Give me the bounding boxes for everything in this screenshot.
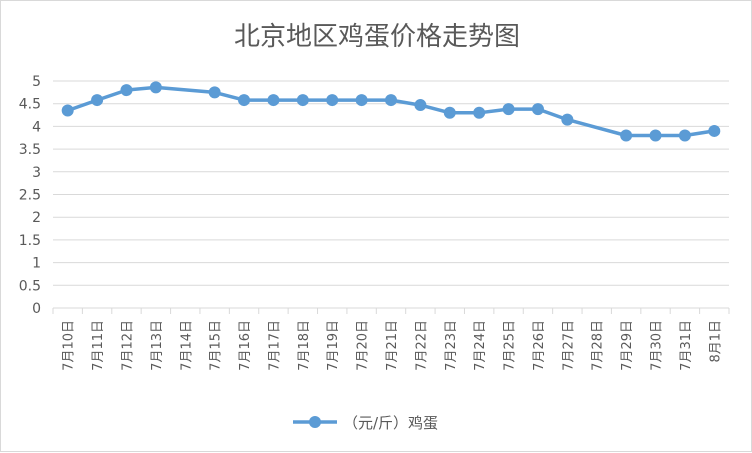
- data-point: [443, 106, 456, 119]
- y-tick-label: 3: [32, 165, 41, 181]
- x-tick-label: 7月25日: [503, 320, 518, 371]
- x-tick-label: 7月22日: [414, 320, 429, 371]
- data-point: [502, 103, 515, 116]
- x-tick-label: 7月27日: [561, 320, 576, 371]
- x-tick-label: 7月16日: [238, 320, 253, 371]
- y-tick-label: 1: [32, 256, 41, 272]
- plot-area: 00.511.522.533.544.55 7月10日 7月11日 7月12日 7月1…: [19, 74, 730, 371]
- data-point: [120, 84, 133, 97]
- x-tick-label: 7月26日: [532, 320, 547, 371]
- data-point: [385, 94, 397, 107]
- y-tick-label: 2: [32, 210, 41, 226]
- x-tick-label: 7月24日: [473, 320, 488, 371]
- legend-marker: [309, 416, 321, 428]
- data-point: [61, 104, 74, 117]
- x-tick-label: 7月12日: [120, 320, 135, 371]
- y-tick-label: 3.5: [19, 142, 41, 158]
- x-tick-label: 7月11日: [91, 320, 106, 371]
- x-axis: 7月10日 7月11日 7月12日 7月13日 7月14日 7月15日 7月16日 7月17日…: [52, 308, 730, 371]
- x-tick-label: 7月13日: [150, 320, 165, 371]
- x-tick-label: 7月19日: [326, 320, 341, 371]
- data-point: [678, 129, 691, 142]
- data-point: [267, 94, 280, 107]
- y-tick-label: 5: [32, 74, 41, 90]
- x-tick-label: 7月30日: [650, 320, 665, 371]
- y-tick-label: 1.5: [19, 233, 41, 249]
- x-tick-label: 7月28日: [591, 320, 606, 371]
- data-point: [296, 94, 309, 107]
- y-axis: 0 0.5 1 1.5 2 2.5 3 3.5 4 4.5 5: [19, 74, 41, 317]
- x-tick-label: 7月10日: [62, 320, 77, 371]
- x-tick-label: 7月14日: [179, 320, 194, 371]
- data-point: [708, 124, 721, 137]
- data-point: [414, 99, 427, 112]
- x-tick-label: 8月1日: [708, 320, 723, 363]
- data-point: [473, 106, 486, 119]
- x-tick-label: 7月29日: [620, 320, 635, 371]
- data-point: [649, 129, 662, 142]
- legend-label: （元/斤）鸡蛋: [343, 414, 438, 432]
- x-tick-label: 7月31日: [679, 320, 694, 371]
- y-tick-label: 0.5: [19, 278, 41, 294]
- y-tick-label: 0: [32, 301, 41, 317]
- y-tick-label: 4.5: [19, 97, 41, 113]
- data-point: [149, 81, 162, 94]
- data-point: [326, 94, 339, 107]
- x-tick-label: 7月17日: [267, 320, 282, 371]
- chart-title: 北京地区鸡蛋价格走势图: [234, 22, 520, 52]
- data-point: [355, 94, 368, 107]
- data-point: [620, 129, 633, 142]
- y-tick-label: 4: [32, 119, 41, 135]
- data-point: [208, 86, 221, 99]
- x-tick-label: 7月20日: [356, 320, 371, 371]
- data-point: [238, 94, 251, 107]
- x-tick-label: 7月21日: [385, 320, 400, 371]
- gridlines: [53, 80, 729, 309]
- data-point: [531, 103, 544, 116]
- x-tick-label: 7月23日: [444, 320, 459, 371]
- data-point: [561, 113, 574, 126]
- x-tick-label: 7月18日: [297, 320, 312, 371]
- series-group: [61, 81, 721, 142]
- y-tick-label: 2.5: [19, 188, 41, 204]
- x-tick-label: 7月15日: [209, 320, 224, 371]
- data-point: [91, 94, 104, 107]
- legend: （元/斤）鸡蛋: [293, 414, 438, 432]
